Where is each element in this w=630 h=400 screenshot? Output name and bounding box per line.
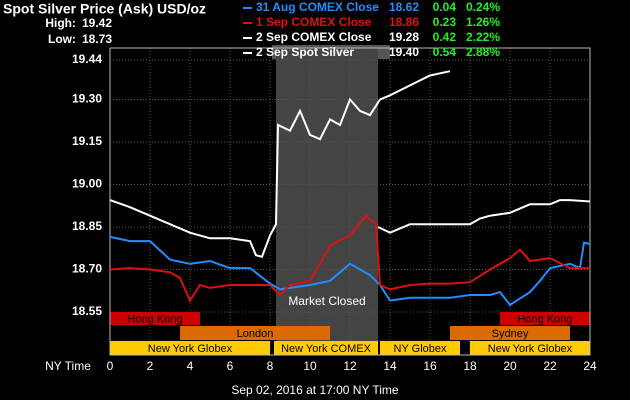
- x-tick-label: 0: [107, 359, 114, 373]
- session-label: London: [237, 328, 274, 340]
- legend-change: 0.42: [433, 30, 457, 44]
- x-tick-label: 22: [543, 359, 557, 373]
- session-band: [180, 326, 330, 340]
- session-label: Hong Kong: [517, 313, 572, 325]
- series-line: [377, 199, 591, 234]
- session-band: [110, 312, 200, 325]
- market-closed-label: Market Closed: [288, 294, 365, 308]
- session-label: New York COMEX: [281, 343, 372, 355]
- series-line: [109, 70, 451, 258]
- legend-close: 19.40: [389, 45, 419, 59]
- legend-pct: 1.26%: [466, 15, 500, 29]
- legend-name: 1 Sep COMEX Close: [256, 15, 372, 29]
- x-tick-label: 10: [303, 359, 317, 373]
- legend-pct: 2.22%: [466, 30, 500, 44]
- y-tick-label: 18.85: [72, 219, 102, 233]
- x-tick-label: 2: [147, 359, 154, 373]
- low-value: 18.73: [82, 32, 112, 46]
- high-value: 19.42: [82, 16, 112, 30]
- session-label: Sydney: [492, 328, 529, 340]
- x-tick-label: 12: [343, 359, 357, 373]
- y-tick-label: 19.30: [72, 92, 102, 106]
- y-tick-label: 19.00: [72, 177, 102, 191]
- legend-close: 19.28: [389, 30, 419, 44]
- x-tick-label: 16: [423, 359, 437, 373]
- session-band: [470, 341, 590, 355]
- session-label: Hong Kong: [127, 313, 182, 325]
- x-tick-label: 8: [267, 359, 274, 373]
- chart-title: Spot Silver Price (Ask) USD/oz: [3, 1, 206, 17]
- series-line: [109, 214, 590, 303]
- legend-name: 2 Sep Spot Silver: [256, 45, 354, 59]
- x-tick-label: 14: [383, 359, 397, 373]
- session-band: [110, 341, 270, 355]
- legend-close: 18.86: [389, 15, 419, 29]
- x-tick-label: 18: [463, 359, 477, 373]
- legend-change: 0.23: [433, 15, 457, 29]
- x-tick-label: 4: [187, 359, 194, 373]
- low-label: Low:: [48, 32, 76, 46]
- x-tick-label: 20: [503, 359, 517, 373]
- legend-name: 31 Aug COMEX Close: [256, 0, 379, 14]
- y-tick-label: 18.70: [72, 262, 102, 276]
- session-band: [274, 341, 378, 355]
- session-band: [380, 341, 460, 355]
- y-tick-label: 19.44: [72, 52, 102, 66]
- x-axis-label: NY Time: [45, 359, 91, 373]
- y-tick-label: 18.55: [72, 304, 102, 318]
- legend-pct: 2.88%: [466, 45, 500, 59]
- legend-change: 0.54: [433, 45, 457, 59]
- session-label: New York Globex: [148, 343, 233, 355]
- session-band: [500, 312, 590, 325]
- y-tick-label: 19.15: [72, 134, 102, 148]
- high-label: High:: [45, 16, 76, 30]
- x-tick-label: 24: [583, 359, 597, 373]
- session-label: New York Globex: [488, 343, 573, 355]
- legend-change: 0.04: [433, 0, 457, 14]
- x-tick-label: 6: [227, 359, 234, 373]
- legend-close: 18.62: [389, 0, 419, 14]
- legend-pct: 0.24%: [466, 0, 500, 14]
- market-closed-region: [276, 48, 378, 355]
- footer: Sep 02, 2016 at 17:00 NY Time: [231, 383, 399, 397]
- legend-name: 2 Sep COMEX Close: [256, 30, 372, 44]
- session-band: [450, 326, 570, 340]
- session-label: NY Globex: [394, 343, 447, 355]
